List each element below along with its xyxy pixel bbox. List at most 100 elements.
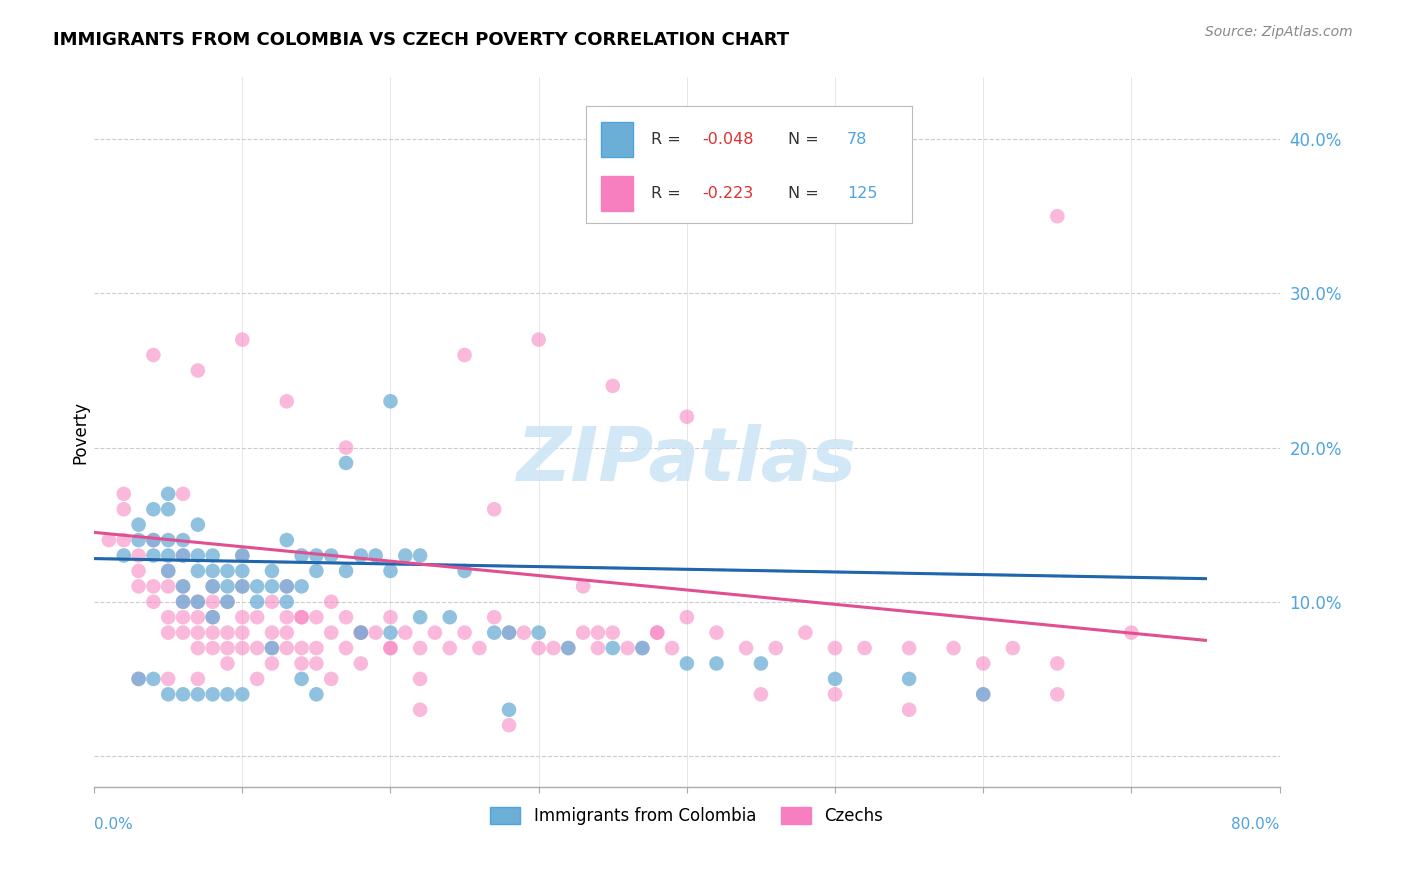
Point	[187, 625, 209, 640]
Point	[172, 579, 194, 593]
Point	[142, 348, 165, 362]
Point	[498, 703, 520, 717]
Point	[305, 610, 328, 624]
Point	[602, 379, 624, 393]
Point	[112, 549, 135, 563]
Point	[172, 687, 194, 701]
Point	[513, 625, 536, 640]
Point	[187, 641, 209, 656]
Point	[142, 502, 165, 516]
Point	[616, 641, 638, 656]
Point	[423, 625, 446, 640]
Text: 80.0%: 80.0%	[1232, 817, 1279, 832]
Point	[586, 641, 609, 656]
Point	[321, 549, 343, 563]
Point	[335, 641, 357, 656]
Point	[260, 579, 283, 593]
Text: IMMIGRANTS FROM COLOMBIA VS CZECH POVERTY CORRELATION CHART: IMMIGRANTS FROM COLOMBIA VS CZECH POVERT…	[53, 31, 790, 49]
Point	[187, 687, 209, 701]
Point	[898, 641, 921, 656]
Point	[201, 641, 224, 656]
Point	[453, 625, 475, 640]
Point	[380, 641, 402, 656]
Point	[276, 610, 298, 624]
Point	[498, 625, 520, 640]
Point	[824, 687, 846, 701]
Point	[187, 610, 209, 624]
Point	[572, 579, 595, 593]
Point	[439, 641, 461, 656]
Point	[794, 625, 817, 640]
Point	[321, 595, 343, 609]
Point	[128, 672, 150, 686]
Point	[290, 579, 312, 593]
Point	[187, 549, 209, 563]
Point	[364, 549, 387, 563]
Point	[128, 672, 150, 686]
Point	[350, 625, 373, 640]
Point	[142, 595, 165, 609]
Point	[276, 641, 298, 656]
Point	[231, 579, 253, 593]
Point	[498, 718, 520, 732]
Point	[128, 564, 150, 578]
Point	[305, 564, 328, 578]
Point	[394, 549, 416, 563]
Point	[201, 625, 224, 640]
Point	[898, 703, 921, 717]
Point	[217, 657, 239, 671]
Point	[290, 610, 312, 624]
Point	[706, 625, 728, 640]
Point	[453, 564, 475, 578]
Point	[824, 672, 846, 686]
Point	[602, 625, 624, 640]
Point	[260, 564, 283, 578]
Point	[231, 549, 253, 563]
Point	[661, 641, 683, 656]
Point	[572, 625, 595, 640]
Point	[290, 672, 312, 686]
Point	[201, 579, 224, 593]
Point	[112, 502, 135, 516]
Point	[201, 610, 224, 624]
Point	[972, 687, 994, 701]
Point	[142, 672, 165, 686]
Point	[645, 625, 668, 640]
Point	[217, 595, 239, 609]
Point	[231, 333, 253, 347]
Point	[142, 549, 165, 563]
Point	[557, 641, 579, 656]
Point	[749, 657, 772, 671]
Point	[972, 687, 994, 701]
Text: 0.0%: 0.0%	[94, 817, 134, 832]
Point	[394, 625, 416, 640]
Point	[1001, 641, 1024, 656]
Point	[157, 687, 180, 701]
Point	[321, 672, 343, 686]
Point	[172, 610, 194, 624]
Point	[409, 703, 432, 717]
Point	[765, 641, 787, 656]
Point	[217, 687, 239, 701]
Text: ZIPatlas: ZIPatlas	[517, 424, 856, 497]
Point	[172, 533, 194, 547]
Point	[380, 625, 402, 640]
Point	[172, 579, 194, 593]
Point	[157, 549, 180, 563]
Point	[187, 595, 209, 609]
Point	[439, 610, 461, 624]
Point	[631, 641, 654, 656]
Point	[217, 641, 239, 656]
Point	[260, 595, 283, 609]
Point	[172, 487, 194, 501]
Point	[305, 657, 328, 671]
Point	[157, 672, 180, 686]
Point	[128, 533, 150, 547]
Point	[305, 687, 328, 701]
Point	[498, 625, 520, 640]
Point	[142, 533, 165, 547]
Point	[142, 533, 165, 547]
Point	[157, 625, 180, 640]
Point	[217, 579, 239, 593]
Point	[97, 533, 120, 547]
